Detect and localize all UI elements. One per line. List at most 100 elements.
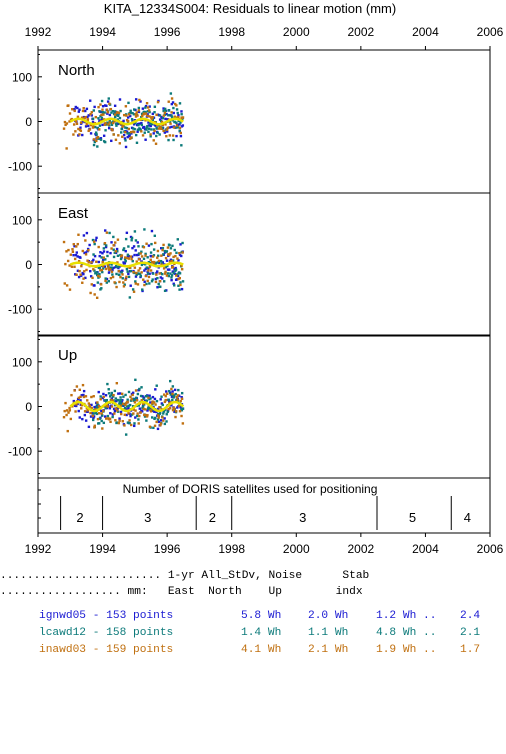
data-point [68, 112, 72, 115]
data-point [93, 140, 97, 144]
data-point [127, 412, 130, 415]
panel-east: East 100 0 -100 [8, 192, 491, 337]
data-point [134, 275, 138, 278]
data-point [130, 118, 134, 121]
data-point [75, 251, 78, 254]
data-point [111, 399, 115, 402]
data-point [122, 281, 125, 284]
data-point [95, 133, 98, 136]
data-point [92, 395, 95, 398]
data-point [123, 261, 127, 265]
data-point [93, 424, 96, 427]
stats-row: ignwd05 - 153 points 5.8 Wh 2.0 Wh 1.2 W… [0, 608, 506, 624]
data-point [168, 268, 171, 271]
data-point [175, 104, 178, 107]
panel-frame [37, 49, 491, 194]
data-point [133, 422, 136, 425]
data-point [95, 139, 98, 143]
data-point [167, 109, 171, 112]
data-point [117, 392, 120, 395]
data-point [123, 424, 126, 427]
data-point [135, 271, 138, 275]
data-point [124, 139, 127, 142]
data-point [95, 271, 98, 274]
data-point [167, 398, 171, 401]
data-point [107, 388, 110, 391]
data-point [167, 100, 170, 103]
data-point [105, 281, 108, 284]
data-point [137, 253, 140, 257]
data-point [173, 120, 177, 124]
data-point [181, 124, 185, 127]
data-point [106, 382, 109, 386]
data-point [97, 390, 100, 394]
data-point [138, 98, 141, 102]
data-point [126, 132, 129, 135]
data-point [65, 284, 69, 287]
data-point [153, 234, 156, 237]
data-point [165, 420, 168, 423]
data-point [119, 410, 123, 414]
data-point [114, 251, 118, 255]
data-point [135, 396, 138, 400]
data-point [73, 389, 76, 392]
data-point [94, 239, 98, 242]
data-point [180, 110, 183, 113]
data-point [180, 287, 184, 291]
data-point [148, 407, 151, 410]
data-point [80, 404, 84, 407]
data-point [102, 250, 106, 253]
data-point [127, 101, 130, 105]
data-point [134, 378, 137, 382]
satellite-count: 3 [299, 510, 306, 525]
data-point [128, 113, 131, 116]
data-point [152, 132, 155, 135]
data-point [160, 115, 163, 119]
data-point [138, 387, 141, 391]
data-point [81, 120, 85, 123]
y-tick-label: 0 [25, 400, 32, 414]
data-point [128, 134, 131, 137]
data-point [124, 433, 128, 436]
data-point [132, 290, 136, 293]
data-point [147, 405, 151, 408]
data-point [94, 408, 97, 411]
data-point [156, 249, 160, 253]
data-point [131, 111, 134, 115]
data-point [139, 274, 143, 278]
series-label: inawd03 - 159 points [39, 644, 174, 656]
data-point [146, 414, 149, 417]
data-point [100, 256, 103, 259]
data-point [97, 117, 100, 120]
data-point [90, 406, 93, 410]
data-point [65, 413, 68, 417]
data-point [122, 395, 125, 398]
data-point [129, 284, 132, 287]
east-value: 4.1 Wh [241, 644, 282, 656]
data-point [134, 121, 137, 125]
data-point [106, 264, 110, 268]
data-point [120, 400, 123, 403]
data-point [90, 261, 93, 264]
data-point [172, 271, 175, 274]
data-point [105, 406, 109, 410]
data-point [123, 256, 127, 259]
data-point [99, 398, 102, 401]
data-point [96, 417, 100, 421]
data-point [137, 404, 141, 407]
data-point [95, 236, 98, 240]
data-point [173, 272, 177, 275]
data-point [180, 391, 184, 395]
data-point [72, 399, 76, 403]
data-point [135, 414, 139, 418]
data-point [66, 259, 70, 263]
data-point [163, 111, 167, 114]
data-point [108, 119, 111, 123]
data-point [63, 282, 66, 285]
data-point [181, 422, 185, 425]
data-point [125, 126, 129, 130]
data-point [149, 122, 152, 125]
data-point [109, 266, 112, 270]
data-point [65, 250, 68, 253]
data-point [100, 116, 104, 120]
